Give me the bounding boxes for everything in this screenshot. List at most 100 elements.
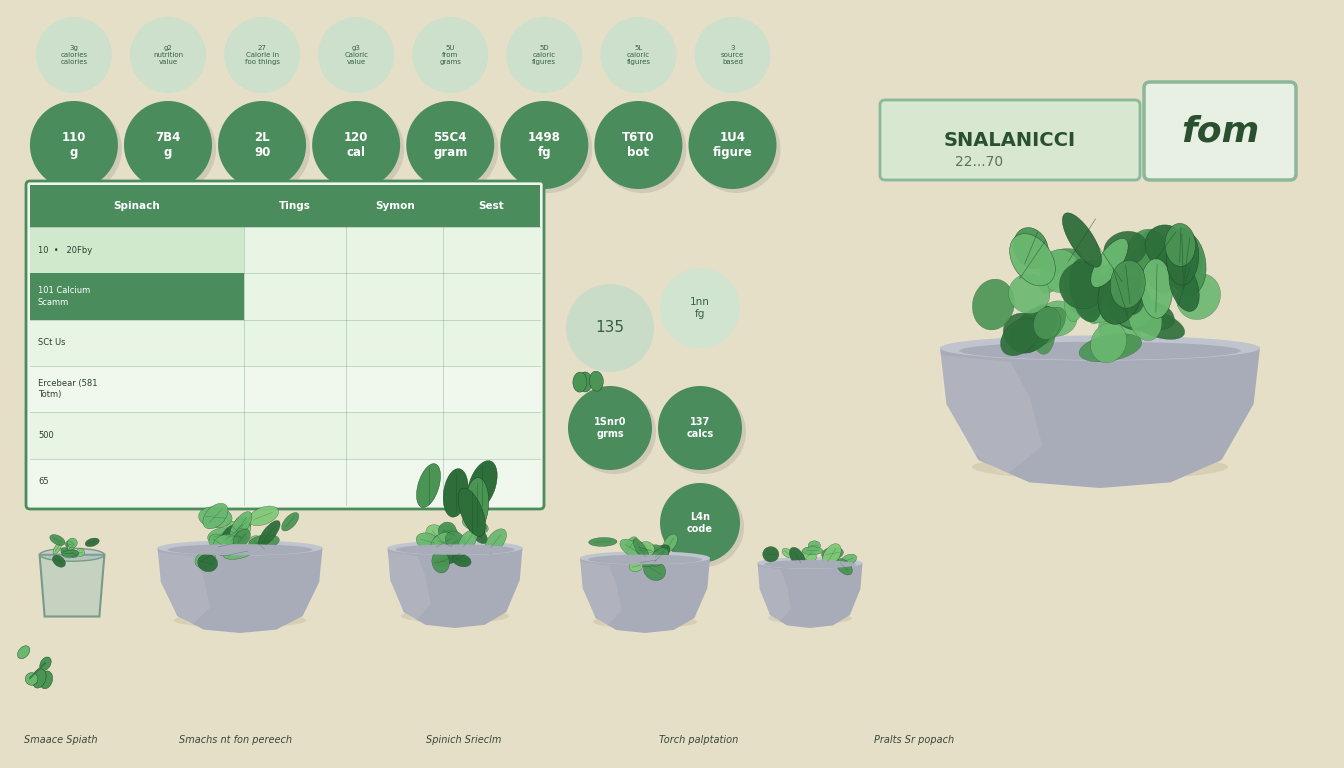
Ellipse shape (1067, 275, 1113, 315)
Ellipse shape (52, 555, 66, 568)
Text: 5L
caloric
figures: 5L caloric figures (626, 45, 650, 65)
Ellipse shape (1138, 302, 1175, 329)
Ellipse shape (438, 522, 456, 540)
Ellipse shape (433, 535, 457, 553)
Ellipse shape (581, 551, 710, 564)
Ellipse shape (1145, 225, 1187, 267)
Ellipse shape (218, 101, 306, 189)
Polygon shape (387, 548, 523, 628)
Text: 500: 500 (38, 431, 54, 440)
Ellipse shape (316, 105, 405, 193)
Ellipse shape (821, 547, 844, 560)
Ellipse shape (1165, 223, 1196, 266)
Ellipse shape (410, 105, 499, 193)
Text: 1U4
figure: 1U4 figure (712, 131, 753, 159)
Ellipse shape (168, 545, 313, 555)
Ellipse shape (230, 511, 251, 539)
Ellipse shape (841, 554, 856, 565)
Ellipse shape (566, 284, 655, 372)
Ellipse shape (626, 537, 638, 551)
Ellipse shape (808, 541, 821, 551)
Ellipse shape (445, 531, 466, 553)
Ellipse shape (1125, 229, 1165, 279)
Ellipse shape (1094, 263, 1142, 309)
Ellipse shape (1090, 323, 1126, 362)
Ellipse shape (62, 550, 79, 557)
Ellipse shape (589, 371, 603, 391)
Polygon shape (39, 554, 105, 617)
Ellipse shape (458, 530, 477, 551)
Ellipse shape (507, 17, 582, 93)
Ellipse shape (939, 336, 1261, 361)
Ellipse shape (438, 525, 458, 540)
Text: Smachs nt fon pereech: Smachs nt fon pereech (179, 735, 292, 745)
Ellipse shape (578, 372, 593, 392)
Ellipse shape (426, 525, 450, 549)
Ellipse shape (234, 517, 250, 533)
Ellipse shape (1103, 231, 1148, 266)
Ellipse shape (66, 541, 74, 548)
Ellipse shape (593, 615, 698, 628)
Ellipse shape (212, 535, 239, 556)
Ellipse shape (500, 101, 589, 189)
Ellipse shape (594, 101, 683, 189)
Ellipse shape (620, 539, 645, 559)
Ellipse shape (972, 455, 1228, 479)
Ellipse shape (222, 524, 243, 545)
Ellipse shape (223, 546, 254, 559)
Ellipse shape (62, 549, 77, 558)
Text: fom: fom (1181, 114, 1259, 148)
Ellipse shape (220, 530, 246, 543)
Ellipse shape (207, 528, 233, 543)
Ellipse shape (258, 521, 280, 546)
Ellipse shape (453, 554, 472, 567)
Ellipse shape (406, 101, 495, 189)
Ellipse shape (1000, 318, 1039, 356)
Ellipse shape (638, 541, 655, 557)
Ellipse shape (413, 17, 488, 93)
Ellipse shape (1176, 273, 1220, 319)
Text: SCt Us: SCt Us (38, 339, 66, 347)
Ellipse shape (601, 17, 676, 93)
Ellipse shape (1013, 227, 1048, 269)
Polygon shape (157, 552, 210, 626)
Ellipse shape (222, 105, 310, 193)
Ellipse shape (660, 483, 741, 563)
FancyBboxPatch shape (26, 181, 544, 509)
Ellipse shape (124, 101, 212, 189)
Ellipse shape (195, 550, 215, 568)
Text: 110
g: 110 g (62, 131, 86, 159)
Ellipse shape (431, 551, 449, 573)
Ellipse shape (634, 556, 661, 567)
Ellipse shape (802, 547, 823, 554)
Ellipse shape (395, 545, 515, 554)
Ellipse shape (1140, 230, 1175, 293)
Polygon shape (758, 566, 792, 623)
Text: 5U
from
grams: 5U from grams (439, 45, 461, 65)
Ellipse shape (629, 561, 642, 571)
FancyBboxPatch shape (30, 366, 245, 412)
Ellipse shape (387, 541, 523, 555)
Ellipse shape (434, 549, 466, 566)
Text: SNALANICCI: SNALANICCI (943, 131, 1077, 150)
Ellipse shape (70, 550, 78, 558)
Text: 10  •   20Fby: 10 • 20Fby (38, 246, 93, 255)
Ellipse shape (587, 554, 702, 564)
Ellipse shape (282, 512, 298, 531)
Ellipse shape (695, 17, 770, 93)
Text: 1Snr0
grms: 1Snr0 grms (594, 417, 626, 439)
Ellipse shape (52, 541, 62, 554)
Ellipse shape (782, 548, 793, 558)
Text: Smaace Spiath: Smaace Spiath (24, 735, 97, 745)
Ellipse shape (598, 105, 687, 193)
Ellipse shape (659, 386, 742, 470)
Text: 65: 65 (38, 478, 48, 486)
Ellipse shape (589, 538, 617, 546)
Text: g2
nutrition
value: g2 nutrition value (153, 45, 183, 65)
Ellipse shape (688, 101, 777, 189)
Ellipse shape (1038, 301, 1078, 336)
Ellipse shape (417, 464, 441, 508)
Text: Ercebear (581
Totm): Ercebear (581 Totm) (38, 379, 98, 399)
Text: 5D
caloric
figures: 5D caloric figures (532, 45, 556, 65)
Text: Pralts Sr popach: Pralts Sr popach (874, 735, 954, 745)
